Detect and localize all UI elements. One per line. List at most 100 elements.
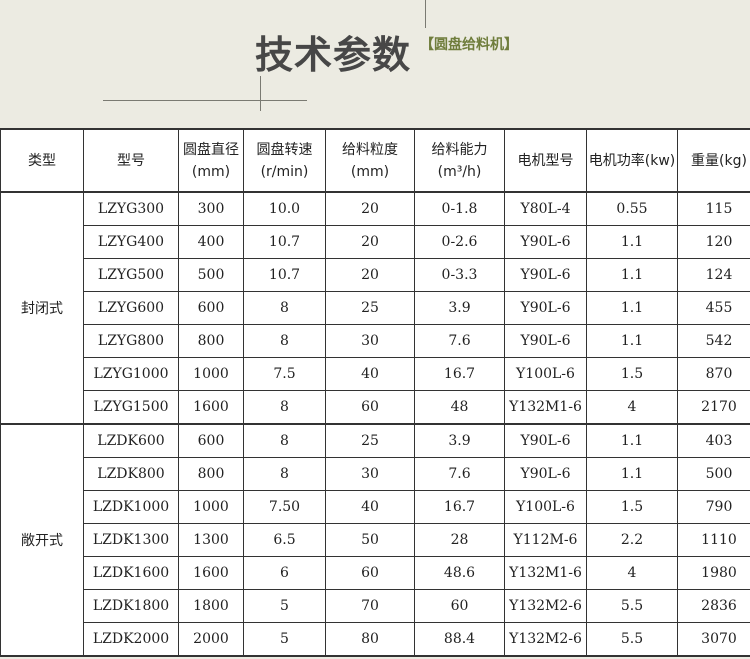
cell-feed-size: 20 xyxy=(325,258,415,292)
cell-feed-size: 25 xyxy=(325,291,415,325)
cell-disc-speed: 6.5 xyxy=(243,523,326,557)
cell-feed-size: 30 xyxy=(325,324,415,358)
cell-motor-power: 2.2 xyxy=(586,523,678,557)
cell-weight: 403 xyxy=(677,423,750,458)
cell-motor-model: Y90L-6 xyxy=(504,324,587,358)
cell-weight: 3070 xyxy=(677,622,750,657)
cell-disc-diameter: 1000 xyxy=(178,490,244,524)
cell-motor-power: 1.5 xyxy=(586,357,678,391)
cell-motor-model: Y80L-4 xyxy=(504,191,587,226)
cell-motor-model: Y90L-6 xyxy=(504,258,587,292)
cell-weight: 500 xyxy=(677,457,750,491)
cell-disc-speed: 8 xyxy=(243,291,326,325)
cell-motor-model: Y90L-6 xyxy=(504,291,587,325)
cell-model: LZYG600 xyxy=(83,291,179,325)
cell-disc-speed: 5 xyxy=(243,622,326,657)
cell-model: LZYG1500 xyxy=(83,390,179,425)
cell-feed-capacity: 16.7 xyxy=(414,357,505,391)
cell-disc-diameter: 1000 xyxy=(178,357,244,391)
cell-disc-speed: 5 xyxy=(243,589,326,623)
cell-feed-capacity: 3.9 xyxy=(414,423,505,458)
cell-weight: 542 xyxy=(677,324,750,358)
cell-motor-power: 1.1 xyxy=(586,291,678,325)
cell-motor-power: 1.1 xyxy=(586,258,678,292)
cell-disc-diameter: 800 xyxy=(178,457,244,491)
column-header-model: 型号 xyxy=(83,128,179,193)
table-row: LZDK1600 1600 6 60 48.6 Y132M1-6 4 1980 xyxy=(1,556,750,590)
cell-feed-capacity: 16.7 xyxy=(414,490,505,524)
cell-disc-diameter: 1300 xyxy=(178,523,244,557)
column-header-motor-model: 电机型号 xyxy=(504,128,587,193)
table-row: LZYG600 600 8 25 3.9 Y90L-6 1.1 455 xyxy=(1,291,750,325)
cell-feed-size: 50 xyxy=(325,523,415,557)
spec-table-container: 类型 型号 圆盘直径(mm) 圆盘转速(r/min) 给料粒度(mm) 给料能力(m³/h… xyxy=(0,128,750,657)
column-header-feed-size: 给料粒度(mm) xyxy=(325,128,415,193)
cell-weight: 120 xyxy=(677,225,750,259)
cell-motor-model: Y100L-6 xyxy=(504,490,587,524)
cell-model: LZDK2000 xyxy=(83,622,179,657)
decorative-line xyxy=(103,100,307,101)
cell-disc-diameter: 500 xyxy=(178,258,244,292)
cell-model: LZDK1000 xyxy=(83,490,179,524)
decorative-line xyxy=(425,0,426,28)
cell-motor-model: Y132M2-6 xyxy=(504,622,587,657)
cell-feed-capacity: 28 xyxy=(414,523,505,557)
cell-feed-capacity: 0-1.8 xyxy=(414,191,505,226)
cell-disc-speed: 8 xyxy=(243,390,326,425)
cell-model: LZDK1800 xyxy=(83,589,179,623)
cell-feed-size: 40 xyxy=(325,357,415,391)
cell-motor-power: 1.1 xyxy=(586,225,678,259)
page-title: 技术参数 xyxy=(255,33,412,77)
cell-motor-power: 1.1 xyxy=(586,324,678,358)
cell-model: LZYG500 xyxy=(83,258,179,292)
cell-model: LZDK1300 xyxy=(83,523,179,557)
cell-motor-model: Y90L-6 xyxy=(504,457,587,491)
page-subtitle: 【圆盘给料机】 xyxy=(420,37,518,53)
column-header-feed-capacity: 给料能力(m³/h) xyxy=(414,128,505,193)
table-row: LZDK2000 2000 5 80 88.4 Y132M2-6 5.5 3070 xyxy=(1,622,750,657)
table-row: LZYG800 800 8 30 7.6 Y90L-6 1.1 542 xyxy=(1,324,750,358)
cell-weight: 115 xyxy=(677,191,750,226)
cell-disc-speed: 8 xyxy=(243,423,326,458)
cell-disc-speed: 7.50 xyxy=(243,490,326,524)
cell-motor-model: Y90L-6 xyxy=(504,225,587,259)
cell-model: LZYG1000 xyxy=(83,357,179,391)
cell-feed-size: 60 xyxy=(325,556,415,590)
table-header-row: 类型 型号 圆盘直径(mm) 圆盘转速(r/min) 给料粒度(mm) 给料能力(m³/h… xyxy=(0,128,750,193)
cell-disc-diameter: 600 xyxy=(178,423,244,458)
cell-weight: 2170 xyxy=(677,390,750,425)
cell-motor-power: 4 xyxy=(586,556,678,590)
cell-motor-model: Y90L-6 xyxy=(504,423,587,458)
cell-feed-capacity: 0-3.3 xyxy=(414,258,505,292)
column-header-motor-power: 电机功率(kw) xyxy=(586,128,678,193)
cell-feed-capacity: 48 xyxy=(414,390,505,425)
cell-weight: 1980 xyxy=(677,556,750,590)
cell-disc-speed: 10.0 xyxy=(243,191,326,226)
cell-motor-model: Y100L-6 xyxy=(504,357,587,391)
cell-motor-power: 1.1 xyxy=(586,457,678,491)
table-row: LZYG500 500 10.7 20 0-3.3 Y90L-6 1.1 124 xyxy=(1,258,750,292)
column-header-type: 类型 xyxy=(0,128,84,193)
cell-motor-model: Y132M1-6 xyxy=(504,390,587,425)
cell-weight: 455 xyxy=(677,291,750,325)
cell-motor-power: 5.5 xyxy=(586,622,678,657)
cell-model: LZDK1600 xyxy=(83,556,179,590)
cell-feed-size: 80 xyxy=(325,622,415,657)
table-row: LZDK1300 1300 6.5 50 28 Y112M-6 2.2 1110 xyxy=(1,523,750,557)
cell-model: LZYG400 xyxy=(83,225,179,259)
table-row: 敞开式 LZDK600 600 8 25 3.9 Y90L-6 1.1 403 xyxy=(0,423,750,657)
cell-disc-diameter: 1600 xyxy=(178,390,244,425)
table-row: LZYG1500 1600 8 60 48 Y132M1-6 4 2170 xyxy=(1,390,750,425)
cell-motor-power: 4 xyxy=(586,390,678,425)
cell-disc-speed: 7.5 xyxy=(243,357,326,391)
cell-feed-size: 25 xyxy=(325,423,415,458)
cell-motor-power: 1.5 xyxy=(586,490,678,524)
table-row: LZDK1800 1800 5 70 60 Y132M2-6 5.5 2836 xyxy=(1,589,750,623)
cell-disc-speed: 8 xyxy=(243,457,326,491)
table-row: LZYG1000 1000 7.5 40 16.7 Y100L-6 1.5 870 xyxy=(1,357,750,391)
cell-disc-speed: 10.7 xyxy=(243,258,326,292)
column-header-disc-speed: 圆盘转速(r/min) xyxy=(243,128,326,193)
cell-feed-capacity: 0-2.6 xyxy=(414,225,505,259)
cell-feed-size: 70 xyxy=(325,589,415,623)
cell-motor-power: 0.55 xyxy=(586,191,678,226)
